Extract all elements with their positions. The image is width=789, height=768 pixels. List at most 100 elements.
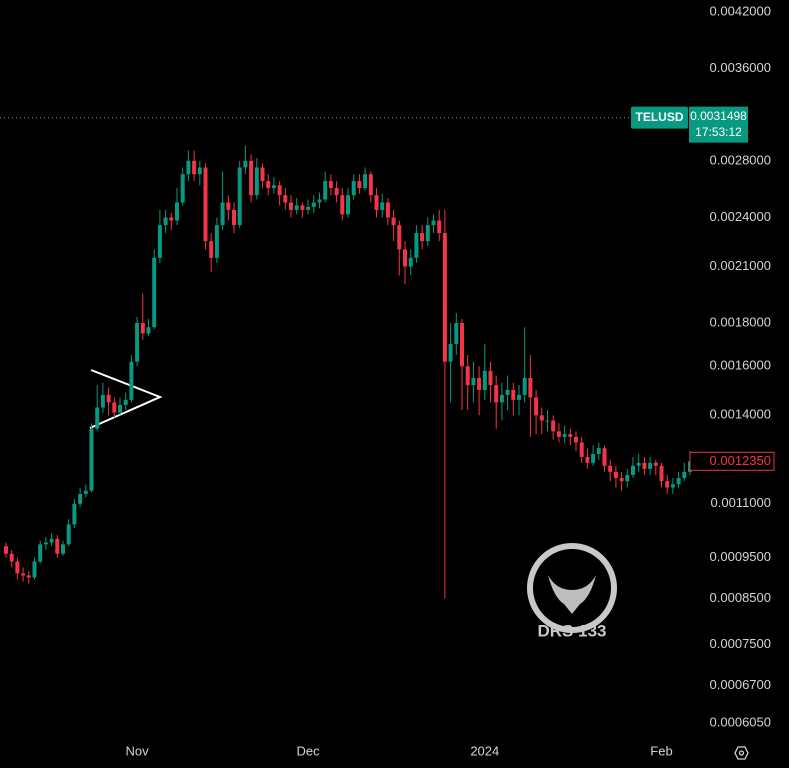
candle-body (243, 160, 248, 168)
candle-body (585, 456, 590, 463)
candle-body (157, 225, 162, 258)
y-tick-label: 0.0006700 (710, 677, 771, 692)
candle-body (460, 323, 464, 367)
settings-hex[interactable] (734, 746, 749, 760)
candle-body (186, 160, 191, 175)
settings-icon[interactable] (734, 746, 749, 760)
candle-body (89, 428, 94, 491)
candle-body (551, 420, 556, 432)
candle-body (511, 389, 516, 400)
candle-body (403, 249, 407, 267)
candle-body (15, 561, 20, 574)
candle-body (380, 202, 385, 210)
candle-body (562, 434, 567, 437)
candle-body (61, 544, 65, 554)
candle-body (556, 431, 561, 437)
y-tick-label: 0.0016000 (710, 358, 771, 373)
candle-body (631, 465, 635, 475)
candle-body (146, 327, 151, 334)
candle-body (568, 434, 573, 437)
candle-body (488, 370, 493, 386)
candle-body (311, 202, 316, 207)
y-tick-label: 0.0024000 (710, 209, 771, 224)
candle-body (482, 370, 487, 390)
candle-body (477, 377, 482, 390)
close-marker-box (689, 451, 775, 471)
candle-body (9, 553, 14, 562)
candle-body (494, 385, 499, 403)
candle-body (277, 185, 282, 196)
candle-body (602, 448, 607, 466)
x-tick-label: Dec (297, 743, 321, 758)
countdown-label: 17:53:12 (695, 125, 742, 139)
candle-body (619, 478, 624, 482)
candle-body (368, 174, 373, 196)
candle-body (596, 448, 601, 454)
candle-body (226, 202, 231, 210)
candle-body (642, 462, 647, 469)
candle-body (300, 205, 305, 210)
candle-body (254, 167, 259, 196)
candle-body (112, 402, 117, 413)
candle-body (163, 217, 168, 226)
candle-body (334, 188, 339, 196)
x-tick-label: Nov (126, 743, 150, 758)
candle-body (437, 220, 442, 234)
candle-body (653, 462, 658, 466)
candle-body (83, 490, 88, 494)
candle-body (266, 181, 271, 189)
y-tick-label: 0.0008500 (710, 590, 771, 605)
candle-body (471, 377, 476, 386)
candle-body (391, 217, 396, 226)
watermark-text: DRS 133 (538, 621, 607, 640)
candle-body (237, 167, 242, 226)
candle-body (72, 503, 77, 525)
y-tick-label: 0.0011000 (711, 495, 772, 510)
candle-body (283, 195, 288, 203)
last-price-label: 0.0031498 (690, 109, 747, 123)
candle-body (192, 160, 197, 175)
candle-body (528, 377, 533, 398)
candle-body (431, 220, 436, 226)
settings-dot[interactable] (738, 750, 745, 756)
y-tick-label: 0.0018000 (710, 314, 771, 329)
close-marker-label: 0.0012350 (710, 453, 771, 468)
candle-body (4, 546, 8, 554)
candle-body (118, 404, 122, 413)
candle-body (385, 202, 390, 218)
candle-body (26, 575, 31, 578)
candle-body (100, 394, 105, 408)
logo-ring (527, 543, 617, 633)
candle-body (425, 225, 430, 242)
candle-body (351, 181, 356, 196)
candle-body (140, 323, 145, 334)
x-tick-label: Feb (650, 743, 672, 758)
candle-body (38, 544, 43, 562)
candle-body (454, 323, 459, 345)
candle-body (214, 225, 219, 258)
candle-body (260, 167, 265, 182)
candle-body (517, 394, 521, 400)
candle-body (591, 453, 596, 463)
candle-body (659, 465, 664, 482)
candle-body (442, 233, 447, 362)
x-tick-label: 2024 (470, 743, 499, 758)
candle-body (357, 181, 362, 189)
y-tick-label: 0.0042000 (710, 3, 771, 18)
y-tick-label: 0.0014000 (710, 407, 771, 422)
candle-body (180, 174, 185, 203)
candle-body (608, 465, 613, 472)
candle-body (665, 481, 670, 488)
triangle-drawing (89, 369, 163, 429)
logo-bull (548, 575, 596, 614)
candle-body (175, 202, 179, 221)
symbol-label: TELUSD (636, 110, 684, 124)
candle-body (106, 394, 111, 403)
y-tick-label: 0.0021000 (710, 258, 771, 273)
candle-body (465, 366, 470, 386)
candle-body (232, 209, 236, 226)
last-price-box (689, 106, 748, 143)
candle-body (613, 471, 618, 479)
candle-body (420, 233, 425, 242)
